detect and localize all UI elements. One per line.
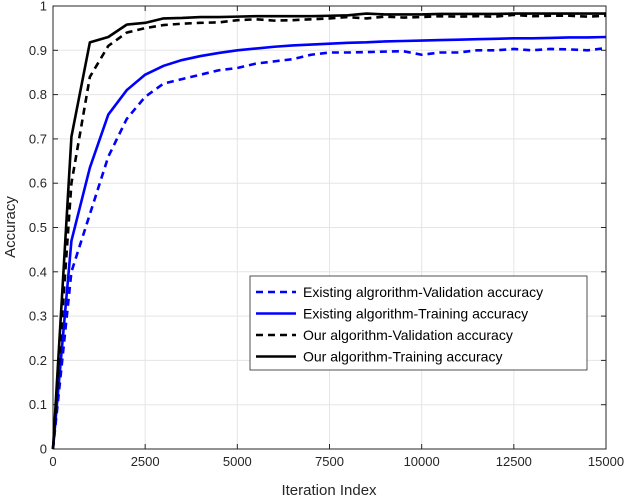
y-tick-label: 0.2 [29,353,47,368]
y-tick-label: 0.9 [29,43,47,58]
y-axis-label: Accuracy [2,196,19,258]
x-tick-label: 0 [49,454,56,469]
y-tick-label: 0.4 [29,264,47,279]
y-tick-label: 1 [40,0,47,14]
legend-box [249,275,588,371]
grid-lines [53,6,606,449]
legend-entry-4: Our algorithm-Training accuracy [303,349,502,365]
y-tick-label: 0.7 [29,131,47,146]
series-line-3 [51,13,607,450]
series-lines [51,12,607,450]
y-tick-label: 0.1 [29,397,47,412]
axis-ticks: 0 2500 5000 7500 10000 12500 15000 0 0.1 0.2 0.3 0.… [29,0,624,469]
y-tick-label: 0.6 [29,176,47,191]
x-axis-label: Iteration Index [281,482,377,498]
series-line-4 [51,12,606,450]
y-tick-label: 0.3 [29,309,47,324]
legend-entry-1: Existing algrorithm-Validation accuracy [303,284,543,300]
x-tick-label: 10000 [404,454,440,469]
x-tick-label: 7500 [315,454,344,469]
y-tick-label: 0.8 [29,87,47,102]
series-line-2 [51,35,607,450]
x-tick-label: 5000 [223,454,252,469]
legend-entry-3: Our algorithm-Validation accuracy [303,327,513,343]
series-line-1 [51,46,607,450]
x-tick-label: 15000 [588,454,624,469]
legend: Existing algrorithm-Validation accuracy E… [249,275,588,371]
y-tick-label: 0.5 [29,220,47,235]
legend-entry-2: Existing algorithm-Training accuracy [303,306,528,322]
x-tick-label: 2500 [131,454,160,469]
y-tick-label: 0 [40,442,47,457]
x-tick-label: 12500 [496,454,532,469]
